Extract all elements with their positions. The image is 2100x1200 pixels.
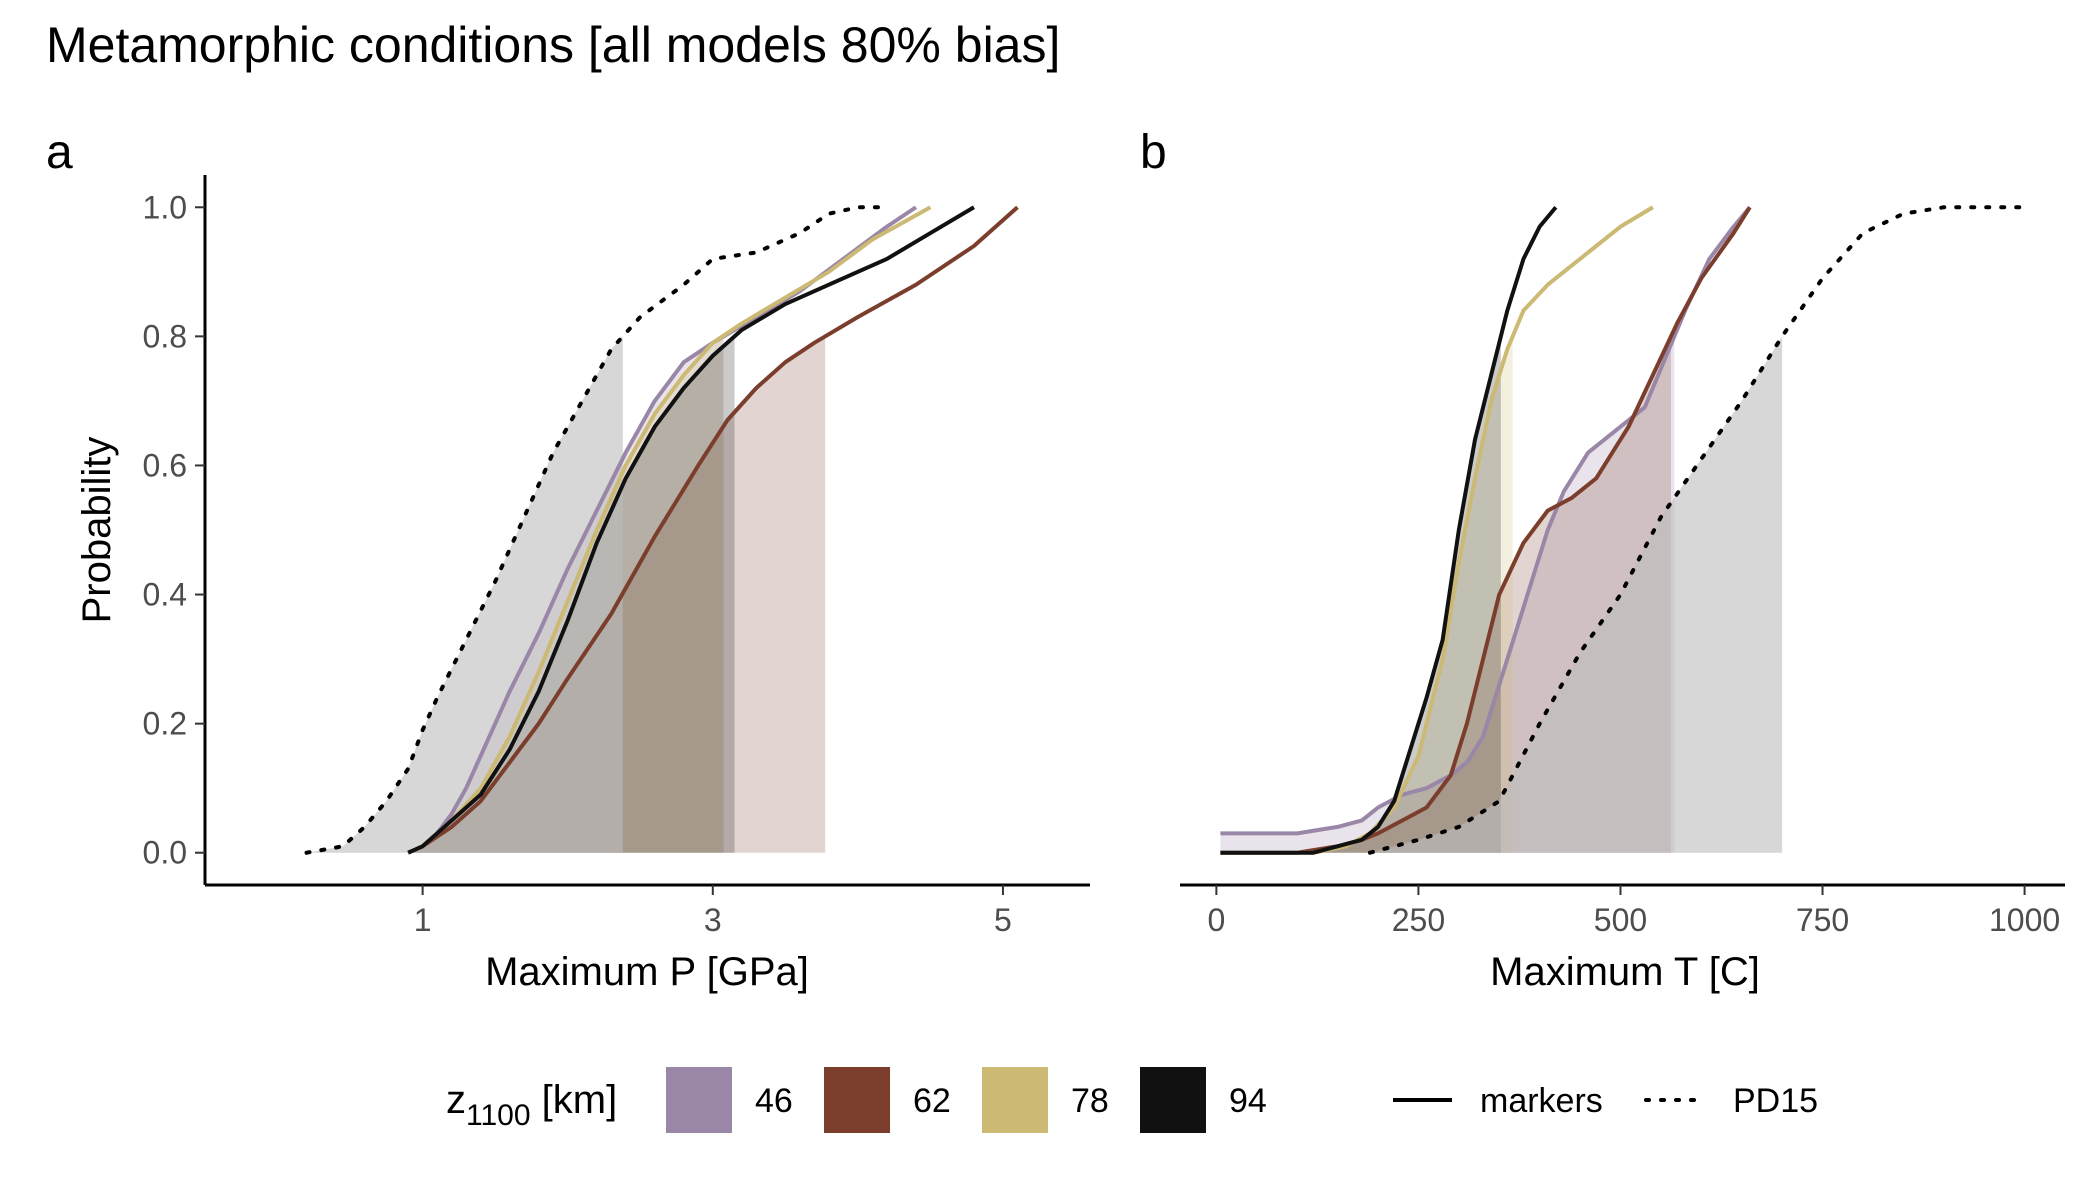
panel-b-line-pd15	[1367, 205, 2027, 855]
panel-b-tag: b	[1140, 126, 1167, 179]
panel-a-plot: 1 3 5 0.0 0.2 0.4 0.6 0.8 1.0	[143, 175, 1090, 938]
panel-b-x-tick-label: 750	[1796, 902, 1849, 938]
legend-label-78: 78	[1071, 1082, 1109, 1120]
legend-swatch-94	[1140, 1067, 1206, 1133]
panel-a-area-pd15	[306, 336, 623, 853]
panel-a-area-94	[408, 336, 735, 853]
legend-label-94: 94	[1229, 1082, 1267, 1120]
legend-swatch-62	[824, 1067, 890, 1133]
panel-b-area-94	[1220, 336, 1501, 853]
panel-b-x-tick-label: 0	[1207, 902, 1225, 938]
panel-b-x-tick-label: 500	[1594, 902, 1647, 938]
legend-fill-title: z1100 [km]	[446, 1078, 617, 1132]
panel-a-x-tick-label: 3	[704, 902, 722, 938]
legend-label-pd15: PD15	[1733, 1082, 1818, 1120]
panel-a-tag: a	[46, 126, 73, 179]
panel-b-x-tick-label: 250	[1392, 902, 1445, 938]
figure-title: Metamorphic conditions [all models 80% b…	[46, 17, 1060, 73]
panel-a-y-tick-label: 0.0	[143, 835, 187, 871]
legend: z1100 [km] 46 62 78 94 markers PD15	[446, 1067, 1818, 1133]
panel-a-x-tick-label: 1	[414, 902, 432, 938]
legend-swatch-78	[982, 1067, 1048, 1133]
panel-a-x-tick-label: 5	[994, 902, 1012, 938]
panel-a-line-62	[407, 205, 1019, 855]
legend-swatch-46	[666, 1067, 732, 1133]
panel-a-area-62	[408, 336, 826, 853]
panel-a-ylabel: Probability	[75, 437, 119, 624]
panel-a-y-tick-label: 0.2	[143, 706, 187, 742]
panel-b-xlabel: Maximum T [C]	[1490, 950, 1760, 994]
panel-b-area-pd15	[1369, 336, 1783, 853]
panel-b-x-tick-label: 1000	[1989, 902, 2060, 938]
panel-b-plot: 0 250 500 750 1000	[1180, 205, 2065, 938]
panel-b-line-46	[1220, 205, 1752, 836]
panel-a-y-tick-label: 1.0	[143, 189, 187, 225]
panel-b-area-78	[1220, 336, 1513, 853]
panel-a-area-78	[408, 336, 723, 853]
panel-a-y-tick-label: 0.6	[143, 447, 187, 483]
panel-a-line-94	[407, 205, 975, 855]
legend-label-markers: markers	[1480, 1082, 1603, 1120]
panel-a-y-tick-label: 0.4	[143, 577, 187, 613]
panel-a-xlabel: Maximum P [GPa]	[485, 950, 809, 994]
legend-label-62: 62	[913, 1082, 951, 1120]
panel-a-y-tick-label: 0.8	[143, 318, 187, 354]
legend-label-46: 46	[755, 1082, 793, 1120]
panel-b-line-94	[1220, 205, 1558, 855]
